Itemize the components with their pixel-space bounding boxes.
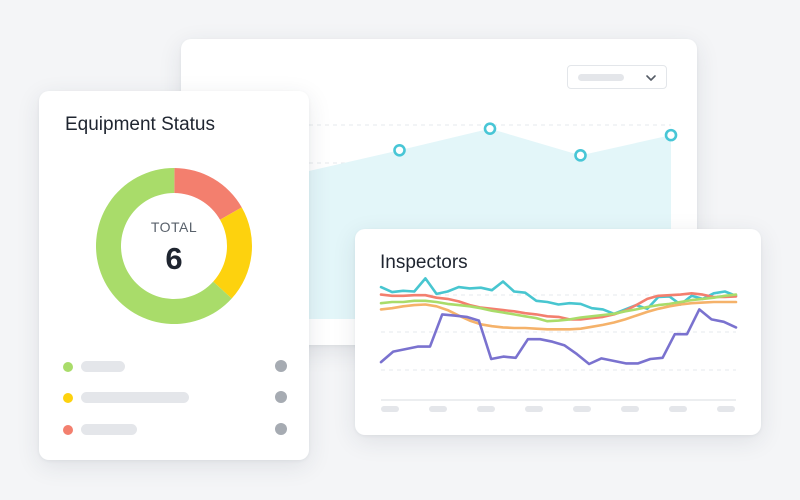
inspectors-card: Inspectors <box>355 229 761 435</box>
legend-label-placeholder <box>81 392 189 403</box>
legend-value-dot <box>275 360 287 372</box>
legend-dot <box>63 362 73 372</box>
total-value: 6 <box>165 241 183 276</box>
equipment-status-title: Equipment Status <box>65 114 215 135</box>
legend-item[interactable] <box>63 390 287 404</box>
inspectors-line-chart <box>379 277 738 401</box>
inspector-series-line[interactable] <box>379 308 738 366</box>
inspector-series-line[interactable] <box>379 292 738 321</box>
inspector-series-line[interactable] <box>379 300 738 331</box>
x-tick-placeholder <box>717 406 735 412</box>
legend-dot <box>63 393 73 403</box>
chart-gridlines <box>381 294 736 371</box>
x-tick-placeholder <box>429 406 447 412</box>
donut-segment[interactable] <box>213 207 252 299</box>
legend-label-placeholder <box>81 424 137 435</box>
inspectors-title: Inspectors <box>380 252 468 273</box>
area-point-marker[interactable] <box>393 144 406 157</box>
x-tick-placeholder <box>477 406 495 412</box>
x-tick-placeholder <box>573 406 591 412</box>
x-tick-placeholder <box>669 406 687 412</box>
legend-value-dot <box>275 423 287 435</box>
x-tick-placeholder <box>621 406 639 412</box>
dropdown-placeholder-bar <box>578 74 624 81</box>
x-tick-placeholder <box>381 406 399 412</box>
period-dropdown[interactable] <box>567 65 667 89</box>
total-label: TOTAL <box>150 219 198 235</box>
legend-dot <box>63 425 73 435</box>
legend-label-placeholder <box>81 361 125 372</box>
donut-segment[interactable] <box>96 168 232 324</box>
area-point-marker[interactable] <box>483 122 497 135</box>
status-donut: TOTAL 6 <box>95 167 253 325</box>
area-point-marker[interactable] <box>664 128 678 142</box>
equipment-status-card: Equipment Status TOTAL 6 <box>39 91 309 460</box>
x-tick-placeholder <box>525 406 543 412</box>
legend-item[interactable] <box>63 422 287 436</box>
area-point-marker[interactable] <box>574 149 587 162</box>
donut-segment[interactable] <box>174 168 242 220</box>
inspector-series-line[interactable] <box>379 293 738 323</box>
legend-item[interactable] <box>63 359 287 373</box>
legend-value-dot <box>275 391 287 403</box>
chevron-down-icon <box>646 75 656 81</box>
